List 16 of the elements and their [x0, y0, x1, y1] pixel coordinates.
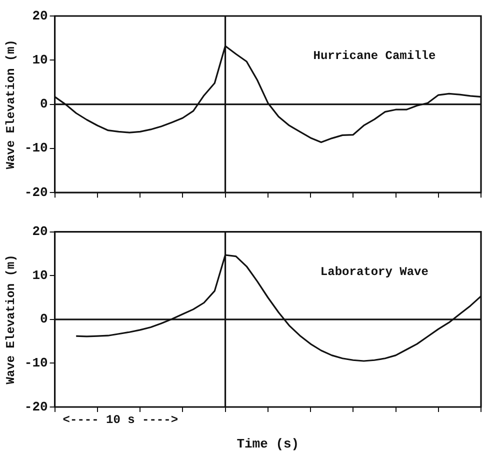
y-tick-label: 10	[32, 52, 48, 68]
y-tick-label: -20	[24, 399, 48, 414]
y-tick-label: -10	[24, 140, 48, 156]
y-tick-label: 0	[40, 312, 48, 327]
y-tick-label: -10	[24, 355, 48, 370]
y-tick-label: 20	[32, 8, 48, 24]
y-axis-title: Wave Elevation (m)	[4, 39, 18, 170]
text: Laboratory Wave	[320, 264, 428, 279]
text: Hurricane Camille	[313, 49, 436, 64]
x-axis-title: Time (s)	[236, 436, 300, 452]
y-tick-label: 20	[32, 224, 48, 240]
y-tick-label: 0	[40, 96, 48, 112]
text: <---- 10 s ---->	[62, 413, 178, 428]
y-axis-title: Wave Elevation (m)	[4, 254, 18, 384]
y-tick-label: -20	[24, 184, 48, 200]
y-tick-label: 10	[32, 268, 48, 283]
